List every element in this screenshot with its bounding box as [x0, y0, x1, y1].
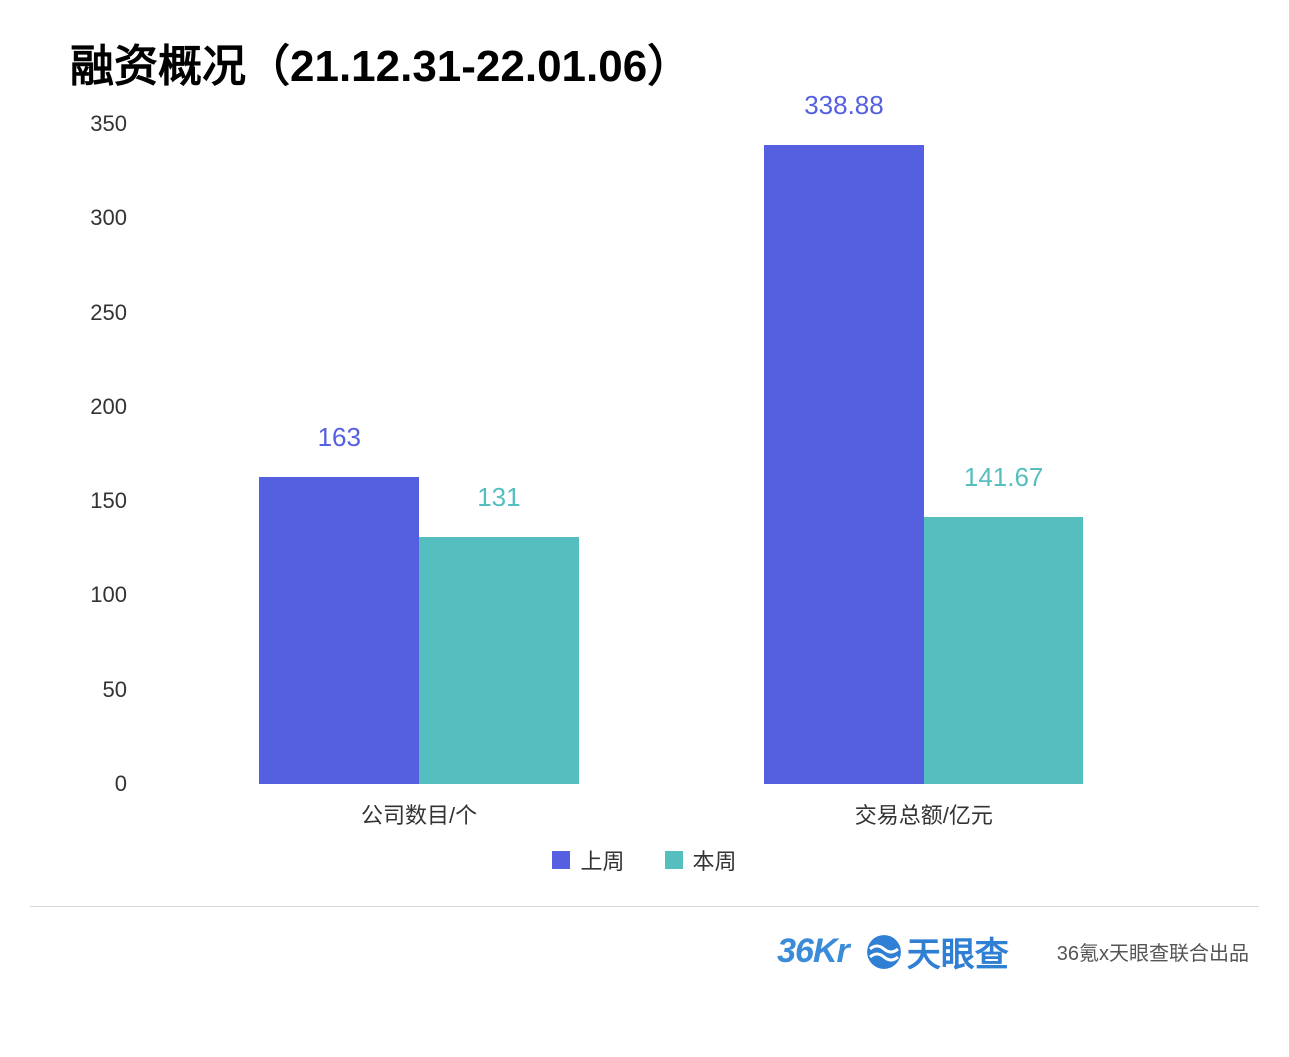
x-axis-label: 公司数目/个 — [361, 784, 477, 830]
legend-swatch — [665, 851, 683, 869]
chart-title: 融资概况（21.12.31-22.01.06） — [70, 30, 1219, 94]
brand-tianyan-text: 天眼查 — [907, 927, 1009, 976]
y-tick-label: 0 — [115, 771, 141, 797]
bar-value-label: 131 — [477, 482, 520, 513]
footer-credit-text: 36氪x天眼查联合出品 — [1057, 937, 1249, 966]
plot-region: 163131338.88141.67 050100150200250300350… — [140, 124, 1170, 784]
chart-container: 融资概况（21.12.31-22.01.06） 163 131 338.88 141.… — [0, 0, 1289, 876]
legend-item: 上周 — [552, 844, 624, 876]
bar — [419, 537, 579, 784]
y-tick-label: 300 — [90, 205, 141, 231]
y-tick-label: 250 — [90, 300, 141, 326]
brand-36kr-logo: 36Kr — [777, 932, 849, 971]
brand-tianyan-logo: 天眼查 — [867, 927, 1009, 976]
bar — [924, 517, 1084, 784]
legend-item: 本周 — [665, 844, 737, 876]
bar — [259, 477, 419, 784]
legend-label: 本周 — [693, 844, 737, 876]
bar — [764, 145, 924, 784]
legend-swatch — [552, 851, 570, 869]
footer: 36Kr 天眼查 36氪x天眼查联合出品 — [0, 907, 1289, 976]
legend: 上周 本周 — [70, 844, 1219, 876]
y-tick-label: 200 — [90, 394, 141, 420]
globe-icon — [867, 935, 901, 969]
bar-value-label: 338.88 — [804, 90, 884, 121]
chart-area: 163131338.88141.67 050100150200250300350… — [70, 124, 1170, 784]
y-tick-label: 150 — [90, 488, 141, 514]
y-tick-label: 50 — [103, 677, 141, 703]
y-tick-label: 350 — [90, 111, 141, 137]
bars-layer: 163131338.88141.67 — [141, 124, 1170, 784]
bar-value-label: 163 — [318, 422, 361, 453]
x-axis-label: 交易总额/亿元 — [855, 784, 993, 830]
bar-value-label: 141.67 — [964, 462, 1044, 493]
legend-label: 上周 — [580, 844, 624, 876]
y-tick-label: 100 — [90, 582, 141, 608]
